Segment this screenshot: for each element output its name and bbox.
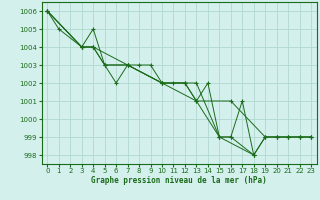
X-axis label: Graphe pression niveau de la mer (hPa): Graphe pression niveau de la mer (hPa) bbox=[91, 176, 267, 185]
